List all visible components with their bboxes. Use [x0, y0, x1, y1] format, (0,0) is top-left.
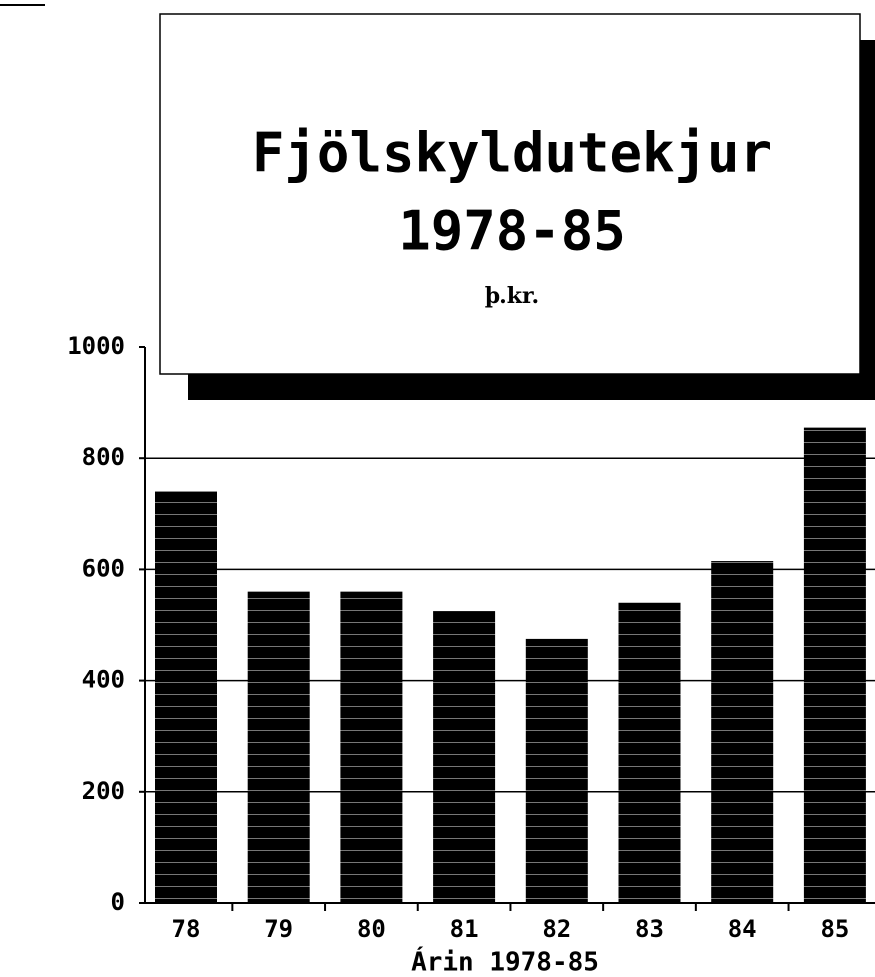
y-tick-label: 0 [111, 888, 125, 916]
plot-area: 0 200 400 600 800 1000 78 79 80 81 82 83 84 85 [67, 332, 875, 943]
chart-title: Fjölskyldutekjur [252, 122, 772, 185]
bar [155, 491, 217, 903]
bar [247, 591, 310, 903]
title-box [159, 13, 861, 375]
x-tick-label: 84 [728, 915, 757, 943]
x-tick-label: 83 [635, 915, 664, 943]
y-tick-label: 800 [82, 443, 125, 471]
x-tick-label: 78 [172, 915, 201, 943]
bar [340, 591, 403, 903]
bar [618, 602, 681, 903]
bar [433, 611, 496, 903]
x-axis-label: Árin 1978-85 [411, 946, 599, 977]
x-tick-label: 79 [264, 915, 293, 943]
chart-subtitle: 1978-85 [398, 200, 626, 263]
x-tick-label: 80 [357, 915, 386, 943]
y-tick-label: 600 [82, 554, 125, 582]
x-tick-label: 81 [450, 915, 479, 943]
bar [711, 561, 774, 903]
unit-label: þ.kr. [485, 283, 539, 309]
y-tick-label: 1000 [67, 332, 125, 360]
bar [525, 638, 588, 903]
x-tick-label: 82 [542, 915, 571, 943]
bar [803, 427, 866, 903]
y-tick-label: 200 [82, 777, 125, 805]
x-tick-label: 85 [820, 915, 849, 943]
y-tick-label: 400 [82, 666, 125, 694]
